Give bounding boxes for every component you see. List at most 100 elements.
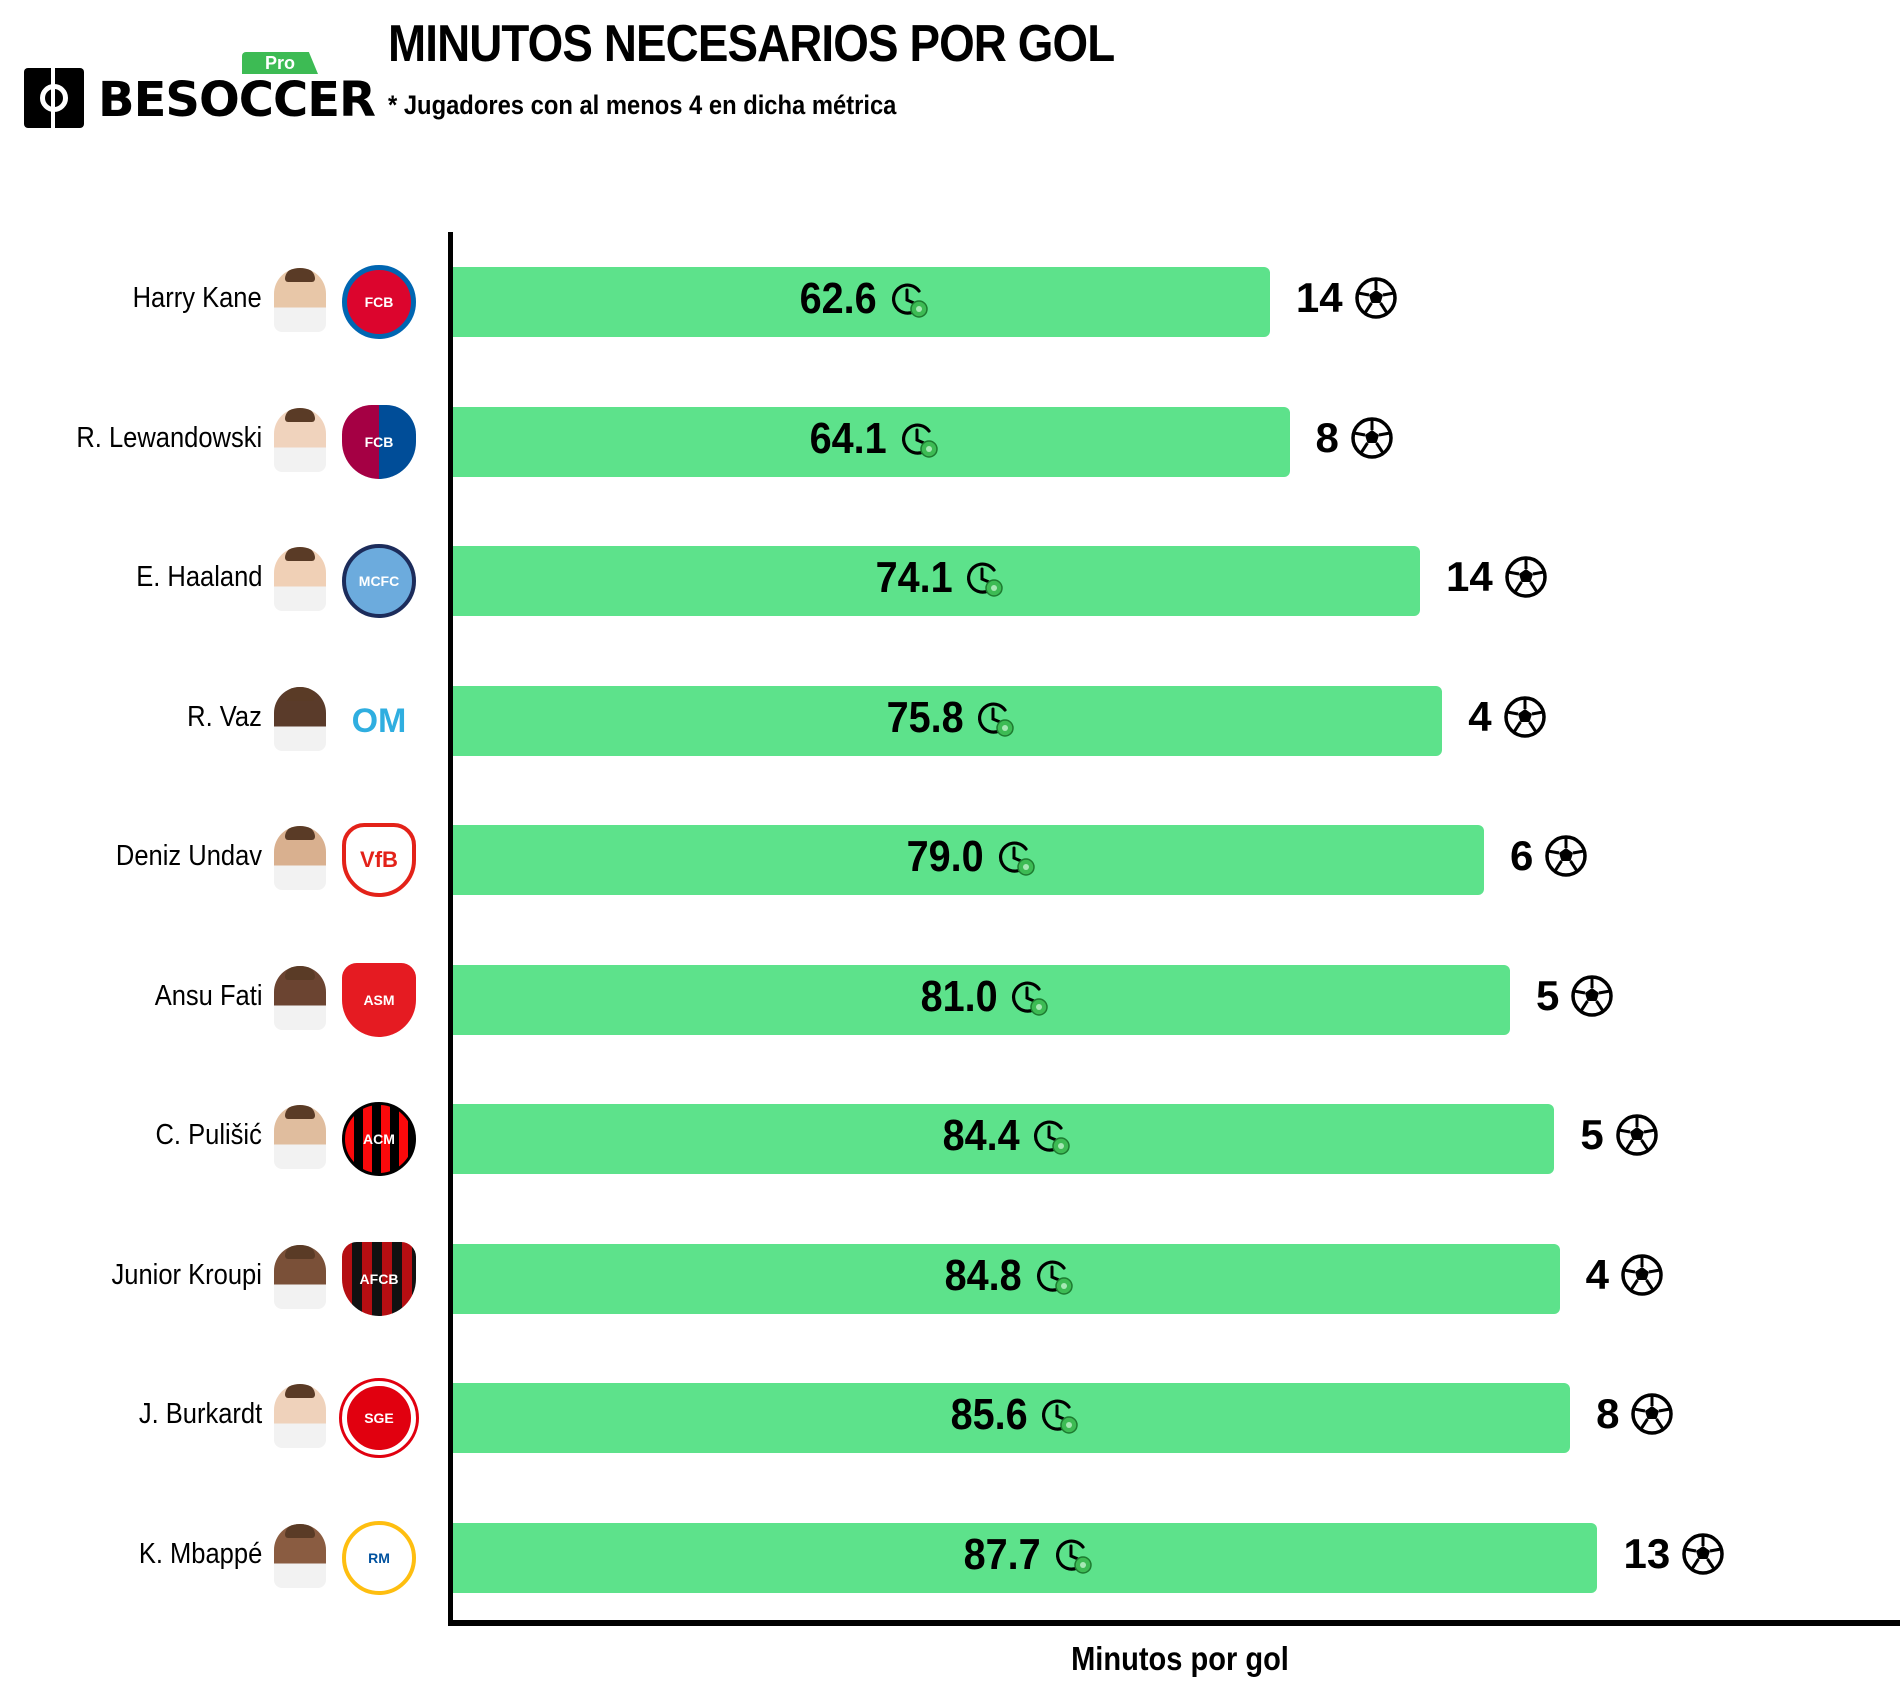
bar-value: 84.8 — [944, 1250, 1022, 1300]
bar-value: 74.1 — [875, 553, 953, 602]
club-crest-icon: SGE — [339, 1378, 419, 1458]
bar — [453, 964, 1511, 1035]
chart-title: MINUTOS NECESARIOS POR GOL — [388, 15, 1115, 73]
goal-count-value: 8 — [1596, 1390, 1620, 1437]
football-icon — [1351, 416, 1393, 459]
bar-value: 84.4 — [942, 1111, 1020, 1160]
player-name: Junior Kroupi — [111, 1258, 262, 1291]
clock-icon — [1034, 1120, 1071, 1155]
bar — [453, 1522, 1598, 1593]
clock-icon — [1012, 981, 1048, 1016]
player-name: E. Haaland — [135, 561, 262, 593]
goal-count-value: 4 — [1585, 1250, 1609, 1298]
football-icon — [1631, 1393, 1674, 1435]
club-crest-icon: OM — [342, 683, 416, 758]
bar-value-label: 84.8 — [936, 1251, 1074, 1301]
club-crest-icon: RM — [342, 1520, 416, 1595]
goal-count: 14 — [1296, 274, 1399, 322]
bar-value: 87.7 — [963, 1529, 1041, 1579]
football-icon — [1545, 835, 1588, 877]
besoccer-mark-icon — [24, 68, 84, 128]
clock-icon — [1036, 1260, 1073, 1295]
clock-icon — [1055, 1539, 1092, 1574]
player-name: R. Vaz — [187, 700, 262, 733]
club-crest-icon: MCFC — [342, 544, 416, 618]
bar-value-label: 87.7 — [955, 1530, 1093, 1580]
goal-count: 4 — [1586, 1251, 1665, 1299]
brand-name: BESOCCER — [98, 72, 376, 128]
goal-count-value: 14 — [1295, 274, 1343, 321]
player-name: J. Burkardt — [138, 1398, 262, 1430]
club-crest-icon: ACM — [342, 1102, 416, 1176]
bar-value: 85.6 — [950, 1390, 1028, 1439]
goal-count-value: 13 — [1623, 1529, 1671, 1577]
football-icon — [1621, 1253, 1663, 1296]
bar-value-label: 79.0 — [898, 832, 1036, 882]
player-avatar — [274, 268, 326, 332]
bar-value-label: 85.6 — [942, 1390, 1080, 1440]
goal-count: 14 — [1446, 553, 1549, 601]
clock-icon — [999, 841, 1035, 876]
goal-count: 6 — [1510, 832, 1589, 880]
bar-value-label: 62.6 — [791, 274, 929, 324]
bar — [453, 685, 1443, 756]
bar-value: 79.0 — [907, 832, 985, 881]
goal-count-value: 14 — [1446, 553, 1493, 600]
bar-value-label: 81.0 — [912, 972, 1050, 1022]
x-axis-label: Minutos por gol — [1071, 1640, 1289, 1677]
football-icon — [1354, 277, 1397, 319]
football-icon — [1616, 1114, 1658, 1156]
club-crest-icon: VfB — [342, 823, 416, 897]
player-avatar — [274, 826, 326, 890]
club-crest-icon: ASM — [342, 962, 416, 1037]
bar-value-label: 84.4 — [934, 1111, 1072, 1161]
football-icon — [1503, 695, 1546, 738]
bar — [453, 406, 1290, 477]
player-name: Harry Kane — [132, 282, 262, 314]
bar — [453, 1104, 1555, 1174]
clock-icon — [901, 423, 938, 458]
goal-count: 8 — [1596, 1390, 1675, 1438]
goal-count: 8 — [1316, 414, 1395, 462]
player-name: C. Pulišić — [155, 1119, 262, 1151]
bar — [453, 1383, 1571, 1453]
clock-icon — [892, 283, 928, 318]
football-icon — [1682, 1532, 1724, 1575]
football-icon — [1504, 556, 1547, 598]
club-crest-icon: AFCB — [342, 1241, 416, 1316]
player-avatar — [274, 1244, 326, 1309]
goal-count-value: 4 — [1468, 692, 1492, 740]
club-crest-icon: FCB — [342, 265, 416, 339]
x-axis-line — [448, 1620, 1900, 1626]
bar — [453, 267, 1270, 337]
goal-count: 4 — [1468, 693, 1547, 741]
player-name: Ansu Fati — [154, 979, 262, 1012]
chart-subtitle: * Jugadores con al menos 4 en dicha métr… — [388, 90, 897, 120]
bar-value: 64.1 — [809, 413, 887, 463]
bar — [453, 825, 1484, 895]
bar-value: 75.8 — [886, 692, 964, 742]
goal-count-value: 5 — [1580, 1111, 1604, 1158]
player-name: R. Lewandowski — [76, 421, 262, 454]
player-name: K. Mbappé — [138, 1537, 262, 1570]
goal-count-value: 6 — [1509, 832, 1534, 879]
clock-icon — [967, 562, 1003, 597]
player-avatar — [274, 965, 326, 1030]
club-crest-icon: FCB — [342, 404, 416, 479]
goal-count: 5 — [1580, 1111, 1659, 1159]
goal-count: 13 — [1623, 1530, 1726, 1578]
bar — [453, 546, 1420, 616]
pro-badge: Pro — [242, 52, 318, 74]
player-avatar — [274, 1105, 326, 1169]
player-avatar — [274, 547, 326, 611]
player-name: Deniz Undav — [115, 840, 262, 872]
player-avatar — [274, 686, 326, 751]
goal-count-value: 8 — [1315, 413, 1339, 461]
clock-icon — [978, 702, 1014, 737]
bar — [453, 1243, 1560, 1314]
bar-value-label: 64.1 — [801, 414, 939, 464]
bar-value: 62.6 — [800, 274, 878, 323]
goal-count-value: 5 — [1536, 971, 1560, 1019]
bar-value: 81.0 — [920, 971, 998, 1021]
clock-icon — [1042, 1399, 1078, 1434]
